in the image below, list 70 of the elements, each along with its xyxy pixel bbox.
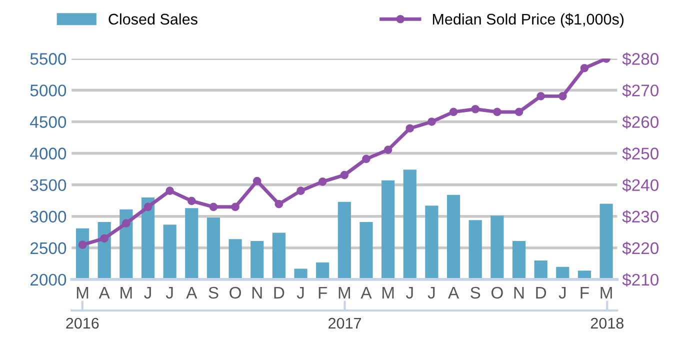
point [580, 64, 589, 72]
x-tick-label: J [558, 287, 566, 299]
x-tick-label: J [144, 287, 151, 299]
x-tick-label: A [448, 287, 460, 298]
x-tick-label: J [166, 287, 173, 299]
point [100, 234, 109, 243]
y-tick-label: 3000 [30, 210, 66, 223]
point [362, 154, 370, 164]
x-tick-label: N [514, 287, 524, 298]
y-tick-label: 4000 [30, 148, 66, 160]
legend-label: Closed Sales [108, 13, 198, 25]
x-tick-label: F [318, 287, 328, 298]
point [209, 202, 218, 212]
point [536, 92, 545, 100]
x-tick-label: M [338, 287, 350, 298]
point [122, 219, 130, 228]
x2-tick-label: 2017 [328, 318, 361, 329]
point [449, 108, 458, 116]
x-tick-label: M [76, 287, 88, 298]
point [187, 196, 196, 206]
y-tick-label: 2500 [30, 242, 66, 254]
point [558, 92, 567, 100]
y-tick-label: 2000 [30, 274, 66, 286]
y2-tick-label: $220 [622, 242, 658, 256]
x-tick-label: A [98, 287, 110, 298]
point [231, 202, 240, 212]
point [78, 240, 87, 249]
x-tick-label: S [208, 286, 218, 299]
x-tick-label: M [600, 287, 612, 298]
y2-tick-label: $210 [622, 273, 658, 287]
point [514, 108, 524, 116]
x-tick-label: J [296, 287, 304, 299]
point [406, 124, 414, 133]
point [318, 178, 327, 186]
point [144, 202, 152, 212]
x-tick-label: A [360, 287, 372, 298]
x-tick-label: D [274, 287, 284, 298]
y2-tick-label: $230 [622, 210, 658, 224]
x-tick-label: A [186, 287, 198, 298]
point [274, 200, 284, 208]
x-tick-label: O [491, 286, 503, 299]
y2-tick-label: $250 [622, 146, 658, 160]
point [252, 176, 262, 186]
x-tick-label: O [230, 286, 241, 299]
x-tick-label: J [428, 287, 435, 299]
x2-tick-label: 2018 [590, 318, 624, 329]
point [384, 146, 392, 154]
point [428, 118, 436, 126]
x2-tick-label: 2016 [66, 318, 99, 329]
y-tick-label: 4500 [30, 116, 66, 128]
point [340, 170, 349, 180]
point [166, 186, 174, 195]
point [471, 104, 480, 114]
legend-label: Median Sold Price ($1,000s) [432, 13, 624, 28]
y-tick-label: 3500 [30, 179, 66, 192]
point [493, 108, 502, 116]
x-tick-label: M [120, 287, 132, 298]
x-tick-label: F [580, 287, 589, 298]
y-tick-label: 5500 [30, 53, 66, 65]
x-tick-label: N [252, 287, 262, 298]
y2-tick-label: $280 [622, 52, 658, 66]
x-tick-label: D [536, 287, 546, 298]
x-tick-label: S [470, 286, 480, 299]
y2-tick-label: $260 [622, 115, 658, 129]
x-tick-label: M [382, 287, 394, 298]
point [296, 186, 305, 195]
y-tick-label: 5000 [30, 84, 66, 96]
y2-tick-label: $240 [622, 178, 658, 192]
y2-tick-label: $270 [622, 84, 658, 98]
x-tick-label: J [406, 287, 413, 299]
